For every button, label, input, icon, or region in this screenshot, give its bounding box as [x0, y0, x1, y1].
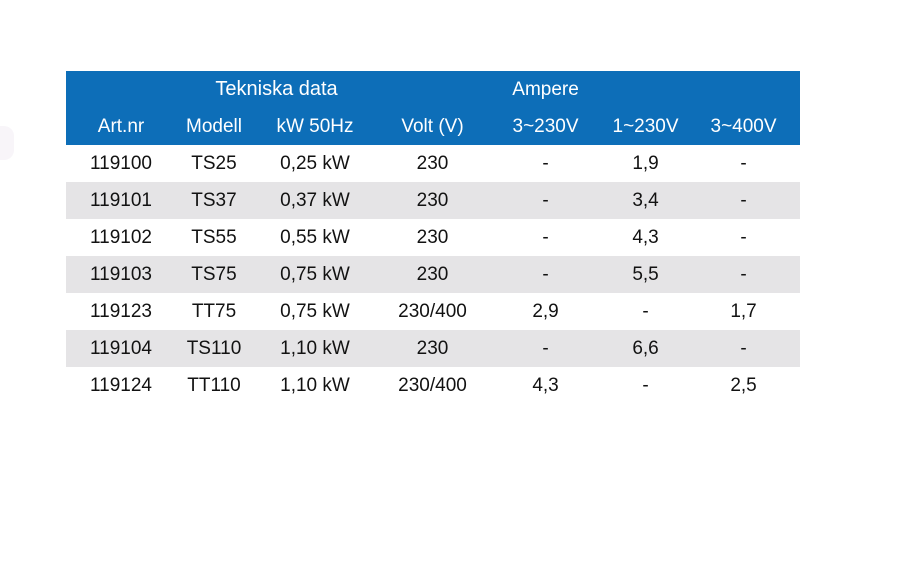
- cell: 230: [378, 330, 488, 367]
- table-row: 119102 TS55 0,55 kW 230-4,3-: [66, 219, 801, 256]
- cell: 4,3: [487, 367, 605, 404]
- cell: 119124: [66, 367, 176, 404]
- cell: TS37: [176, 182, 252, 219]
- cell: 6,6: [604, 330, 688, 367]
- column-header-row: Art.nr Modell kW 50Hz Volt (V) 3~230V 1~…: [66, 108, 801, 145]
- cell: -: [687, 219, 801, 256]
- column-header-volt: Volt (V): [378, 108, 488, 145]
- cell: 5,5: [604, 256, 688, 293]
- cell: 3,4: [604, 182, 688, 219]
- column-header-3-400v: 3~400V: [687, 108, 801, 145]
- cell: -: [487, 182, 605, 219]
- group-header-row: Tekniska data Ampere: [66, 71, 801, 108]
- cell: 2,9: [487, 293, 605, 330]
- cell: 0,25 kW: [252, 145, 378, 182]
- cell: -: [487, 145, 605, 182]
- cell: -: [687, 182, 801, 219]
- cell: 1,10 kW: [252, 330, 378, 367]
- scan-smudge: [0, 126, 14, 160]
- cell: -: [604, 293, 688, 330]
- table-row: 119103 TS75 0,75 kW 230-5,5-: [66, 256, 801, 293]
- cell: 119100: [66, 145, 176, 182]
- column-header-modell: Modell: [176, 108, 252, 145]
- cell: 0,75 kW: [252, 256, 378, 293]
- cell: TT110: [176, 367, 252, 404]
- cell: 0,37 kW: [252, 182, 378, 219]
- table-row: 119100 TS25 0,25 kW 230-1,9-: [66, 145, 801, 182]
- cell: -: [487, 219, 605, 256]
- table-header: Tekniska data Ampere Art.nr Modell kW 50…: [66, 71, 801, 145]
- cell: 230: [378, 182, 488, 219]
- cell: TT75: [176, 293, 252, 330]
- column-header-3-230v: 3~230V: [487, 108, 605, 145]
- cell: 0,55 kW: [252, 219, 378, 256]
- cell: 0,75 kW: [252, 293, 378, 330]
- cell: 119104: [66, 330, 176, 367]
- table-row: 119123 TT75 0,75 kW 230/400 2,9-1,7: [66, 293, 801, 330]
- cell: TS55: [176, 219, 252, 256]
- cell: 1,7: [687, 293, 801, 330]
- cell: 119102: [66, 219, 176, 256]
- table-body: 119100 TS25 0,25 kW 230-1,9-119101 TS37 0,37 …: [66, 145, 801, 404]
- cell: TS110: [176, 330, 252, 367]
- group-header-spacer: [604, 71, 801, 108]
- cell: 230: [378, 219, 488, 256]
- cell: TS75: [176, 256, 252, 293]
- cell: -: [687, 330, 801, 367]
- cell: -: [604, 367, 688, 404]
- ampere-group-header: Ampere: [487, 71, 605, 108]
- column-header-1-230v: 1~230V: [604, 108, 688, 145]
- tekniska-data-table: Tekniska data Ampere Art.nr Modell kW 50…: [66, 71, 801, 404]
- cell: -: [487, 330, 605, 367]
- table-row: 119104 TS110 1,10 kW 230-6,6-: [66, 330, 801, 367]
- cell: 230: [378, 145, 488, 182]
- table-row: 119124 TT110 1,10 kW 230/400 4,3-2,5: [66, 367, 801, 404]
- cell: TS25: [176, 145, 252, 182]
- cell: 119101: [66, 182, 176, 219]
- cell: 119103: [66, 256, 176, 293]
- column-header-artnr: Art.nr: [66, 108, 176, 145]
- cell: 4,3: [604, 219, 688, 256]
- column-header-kw50hz: kW 50Hz: [252, 108, 378, 145]
- cell: 230/400: [378, 367, 488, 404]
- cell: -: [487, 256, 605, 293]
- table-row: 119101 TS37 0,37 kW 230-3,4-: [66, 182, 801, 219]
- cell: 230/400: [378, 293, 488, 330]
- cell: 1,9: [604, 145, 688, 182]
- table-title: Tekniska data: [66, 71, 488, 108]
- cell: 119123: [66, 293, 176, 330]
- cell: -: [687, 256, 801, 293]
- cell: 2,5: [687, 367, 801, 404]
- cell: 230: [378, 256, 488, 293]
- cell: -: [687, 145, 801, 182]
- cell: 1,10 kW: [252, 367, 378, 404]
